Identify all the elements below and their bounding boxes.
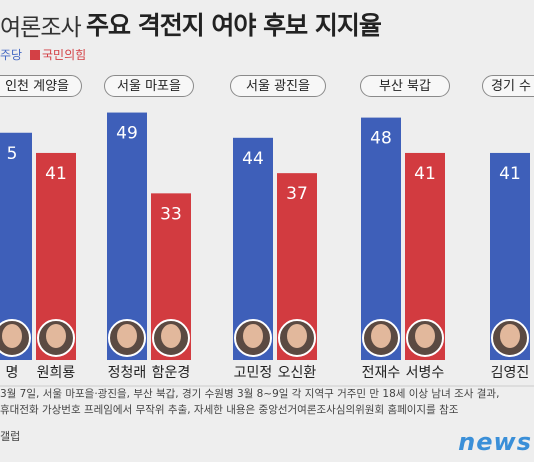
district-pill-incheon: 인천 계양을 bbox=[0, 75, 82, 97]
bar-value-label-1-1: 33 bbox=[160, 204, 182, 224]
candidate-face-1-1 bbox=[161, 324, 181, 348]
title-bar: 여론조사 주요 격전지 여야 후보 지지율 bbox=[0, 0, 534, 48]
candidate-face-0-0 bbox=[2, 324, 22, 348]
candidate-name-1-0: 정청래 bbox=[108, 365, 147, 381]
bar-value-label-1-0: 49 bbox=[116, 124, 138, 144]
bar-value-label-3-0: 48 bbox=[370, 129, 392, 149]
bar-value-label-0-1: 41 bbox=[45, 164, 67, 184]
title-prefix: 여론조사 bbox=[0, 15, 82, 41]
legend-label-democratic: 주당 bbox=[0, 48, 23, 62]
candidate-name-0-1: 원희룡 bbox=[37, 365, 76, 381]
candidate-face-1-0 bbox=[117, 324, 137, 348]
district-pill-busan: 부산 북갑 bbox=[360, 75, 450, 97]
candidate-name-2-1: 오신환 bbox=[278, 365, 317, 381]
candidate-face-4-0 bbox=[500, 324, 520, 348]
candidate-face-3-1 bbox=[415, 324, 435, 348]
bar-value-label-2-1: 37 bbox=[286, 184, 308, 204]
legend-item-democratic: 주당 bbox=[0, 46, 22, 63]
legend-label-ppp: 국민의힘 bbox=[42, 48, 87, 62]
legend-swatch-ppp bbox=[30, 50, 40, 60]
candidate-name-0-0: 명 bbox=[6, 365, 19, 381]
candidate-face-3-0 bbox=[371, 324, 391, 348]
bar-value-label-0-0: 5 bbox=[7, 144, 18, 164]
candidate-face-2-0 bbox=[243, 324, 263, 348]
bar-value-label-2-0: 44 bbox=[242, 149, 264, 169]
footnote: 3월 7일, 서울 마포을·광진을, 부산 북갑, 경기 수원병 3월 8~9일… bbox=[0, 386, 499, 418]
district-pill-mapo: 서울 마포을 bbox=[104, 75, 194, 97]
candidate-name-4-0: 김영진 bbox=[491, 365, 530, 381]
candidate-face-0-1 bbox=[46, 324, 66, 348]
legend-item-ppp: 국민의힘 bbox=[30, 46, 86, 63]
district-pill-gyeonggi: 경기 수 bbox=[482, 75, 534, 97]
page-title: 주요 격전지 여야 후보 지지율 bbox=[86, 11, 382, 40]
district-pill-gwangjin: 서울 광진을 bbox=[230, 75, 326, 97]
bar-1-0 bbox=[107, 112, 147, 360]
candidate-name-1-1: 함운경 bbox=[152, 365, 191, 381]
source-label: 갤럽 bbox=[0, 430, 21, 443]
candidate-name-3-0: 전재수 bbox=[362, 365, 401, 381]
news-logo: news bbox=[458, 428, 532, 456]
candidate-face-2-1 bbox=[287, 324, 307, 348]
candidate-name-2-0: 고민정 bbox=[234, 365, 273, 381]
footnote-line-1: 3월 7일, 서울 마포을·광진을, 부산 북갑, 경기 수원병 3월 8~9일… bbox=[0, 388, 500, 400]
candidate-name-3-1: 서병수 bbox=[406, 365, 445, 381]
footnote-line-2: 휴대전화 가상번호 프레임에서 무작위 추출, 자세한 내용은 중앙선거여론조사… bbox=[0, 404, 459, 416]
bar-value-label-3-1: 41 bbox=[414, 164, 436, 184]
bar-value-label-4-0: 41 bbox=[499, 164, 521, 184]
